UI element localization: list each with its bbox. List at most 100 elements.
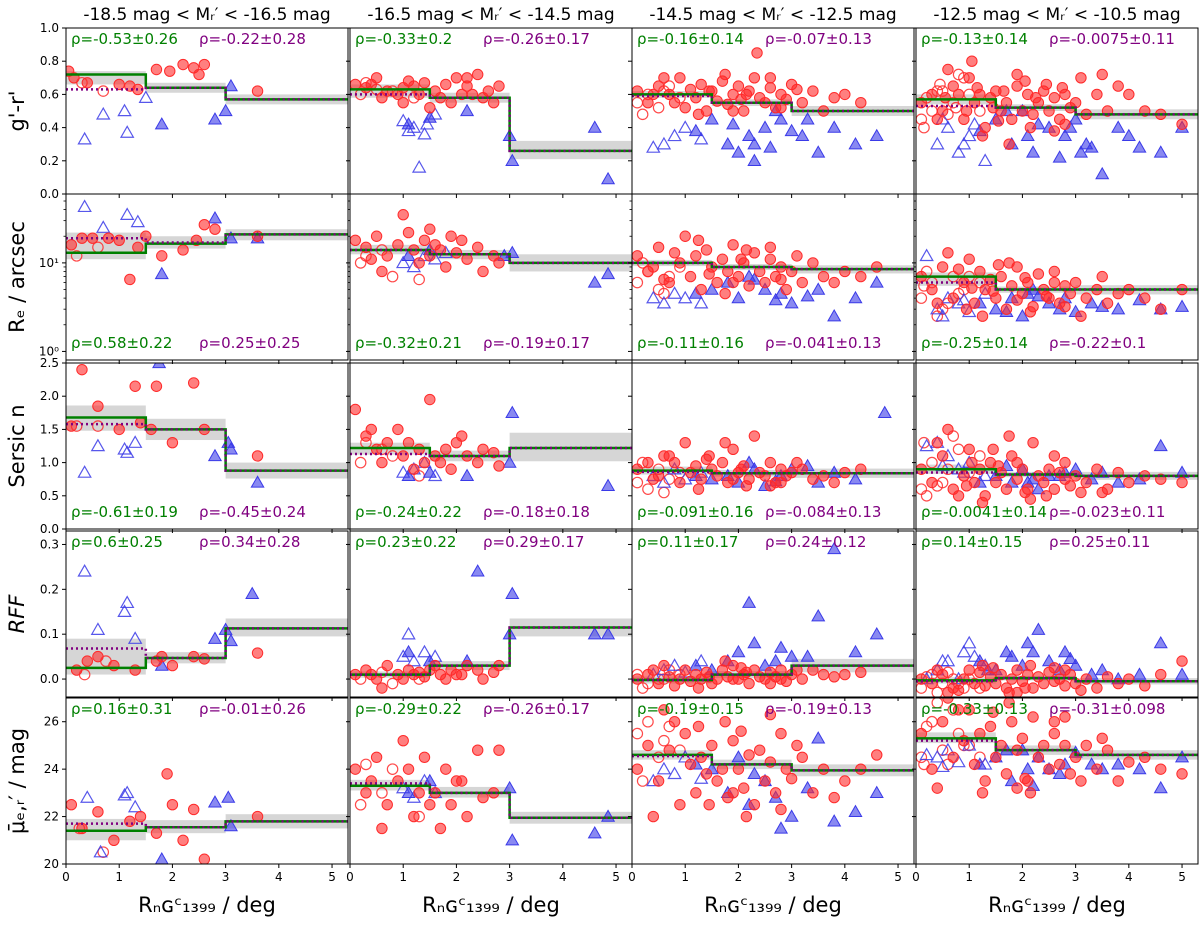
y-tick-label: 0.8: [40, 54, 59, 68]
circle-point: [424, 393, 436, 406]
open-circle-point: [632, 727, 644, 740]
purple-step-line: [350, 626, 632, 676]
panel: 0.0 0.5 1.0 1.5 2.0 2.5 ρ=-0.61±0.19 ρ=-0.45±0.…: [40, 356, 349, 536]
triangle-point: [1020, 635, 1035, 649]
circle-point: [1043, 763, 1055, 775]
circle-point: [1069, 276, 1082, 289]
open-triangle-point: [96, 220, 111, 233]
open-triangle-point: [930, 136, 945, 150]
circle-point: [381, 659, 393, 672]
open-circle-point: [916, 292, 928, 304]
open-triangle-point: [667, 286, 682, 299]
circle-point: [647, 810, 659, 823]
circle-point: [1112, 775, 1124, 787]
open-circle-point: [386, 270, 399, 283]
triangle-point: [757, 120, 773, 133]
circle-point: [764, 82, 777, 94]
triangle-point: [784, 123, 799, 137]
circle-point: [408, 810, 420, 823]
column-title: -18.5 mag < Mᵣ′ < -16.5 mag: [83, 5, 330, 25]
circle-point: [871, 261, 883, 273]
circle-point: [828, 671, 840, 683]
circle-point: [679, 101, 691, 114]
y-tick-label: 0.3: [40, 537, 59, 551]
circle-point: [926, 476, 938, 489]
circle-point: [764, 708, 777, 721]
triangle-point: [401, 468, 416, 482]
purple-step-line: [632, 261, 914, 271]
circle-point: [471, 241, 484, 254]
circle-point: [1059, 680, 1071, 692]
purple-step-line: [350, 782, 632, 820]
circle-point: [365, 78, 377, 91]
open-triangle-point: [90, 438, 106, 452]
circle-point: [780, 283, 793, 296]
panel-plot-area: [66, 199, 348, 286]
circle-point: [408, 463, 420, 475]
circle-point: [775, 101, 787, 114]
open-triangle-point: [427, 106, 443, 120]
triangle-point: [848, 471, 863, 485]
triangle-point: [726, 117, 741, 130]
circle-point: [871, 749, 883, 761]
triangle-point: [600, 171, 616, 185]
circle-point: [807, 257, 819, 269]
open-circle-point: [658, 734, 670, 747]
circle-point: [150, 63, 163, 76]
circle-point: [1075, 72, 1087, 84]
open-circle-point: [926, 456, 938, 469]
circle-point: [796, 97, 808, 109]
circle-point: [477, 443, 489, 456]
triangle-point: [1132, 761, 1147, 775]
circle-point: [642, 739, 654, 752]
open-circle-point: [354, 456, 367, 469]
panel-frame: [915, 697, 1199, 865]
column-title: -12.5 mag < Mᵣ′ < -10.5 mag: [933, 5, 1180, 25]
circle-point: [668, 716, 681, 728]
panel-plot-area: [350, 68, 632, 185]
circle-point: [397, 734, 409, 747]
triangle-point: [704, 282, 719, 295]
panel-frame: [65, 697, 349, 865]
rho-purple-annotation: ρ=-0.023±0.11: [1049, 503, 1165, 521]
circle-point: [690, 250, 702, 262]
circle-point: [1176, 118, 1188, 130]
open-triangle-point: [667, 461, 682, 475]
green-step-line: [916, 737, 1198, 757]
circle-point: [397, 97, 409, 109]
rho-purple-annotation: ρ=-0.084±0.13: [765, 503, 881, 521]
circle-point: [487, 97, 500, 109]
open-triangle-point: [406, 653, 422, 667]
circle-point: [113, 78, 125, 91]
triangle-point: [152, 363, 167, 369]
x-tick-label: 3: [788, 870, 796, 884]
panel: ρ=0.23±0.22 ρ=0.29±0.17: [346, 530, 633, 701]
rho-purple-annotation: ρ=-0.19±0.13: [765, 700, 872, 718]
y-tick-label: 0.6: [40, 87, 59, 101]
triangle-point: [505, 833, 520, 846]
circle-point: [1006, 113, 1018, 126]
circle-point: [1000, 483, 1013, 495]
circle-point: [926, 283, 938, 296]
circle-point: [177, 244, 189, 256]
triangle-point: [1057, 128, 1073, 142]
circle-point: [1059, 118, 1071, 130]
circle-point: [960, 303, 973, 315]
open-triangle-point: [940, 120, 956, 133]
open-circle-point: [413, 273, 425, 286]
circle-point: [992, 115, 1005, 127]
triangle-point: [827, 541, 842, 555]
x-axis-label: Rₙɢᶜ₁₃₉₉ / deg: [422, 893, 560, 917]
circle-point: [668, 97, 681, 109]
circle-point: [1080, 476, 1092, 489]
circle-point: [828, 92, 840, 104]
rho-green-annotation: ρ=0.14±0.15: [921, 533, 1022, 551]
row-ylabel: μ̄ₑ,ᵣ′ / mag: [5, 728, 29, 834]
open-circle-point: [636, 682, 649, 694]
purple-step-line: [350, 446, 632, 458]
circle-point: [413, 787, 425, 799]
circle-point: [1101, 297, 1114, 309]
triangle-point: [869, 275, 884, 288]
circle-point: [942, 247, 954, 259]
triangle-point: [1031, 622, 1046, 635]
